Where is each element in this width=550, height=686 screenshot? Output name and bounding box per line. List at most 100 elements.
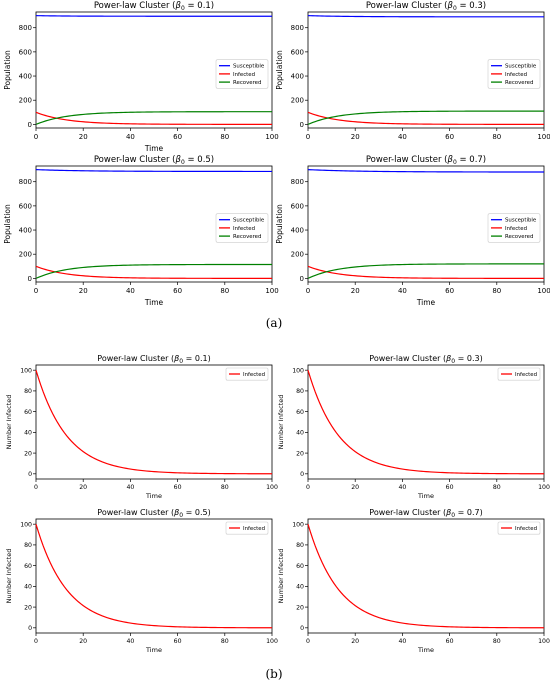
y-tick-label: 0 bbox=[300, 625, 304, 632]
x-tick-label: 40 bbox=[398, 484, 406, 491]
x-tick-label: 40 bbox=[126, 287, 135, 295]
y-tick-label: 400 bbox=[19, 72, 32, 80]
x-tick-label: 60 bbox=[174, 484, 182, 491]
chart-title: Power-law Cluster (β0 = 0.7) bbox=[366, 155, 486, 166]
y-tick-label: 80 bbox=[24, 542, 32, 549]
legend-box bbox=[215, 59, 269, 89]
x-tick-label: 60 bbox=[174, 638, 182, 645]
legend-label: Infected bbox=[243, 372, 265, 378]
y-tick-label: 800 bbox=[19, 178, 32, 186]
chart-title: Power-law Cluster (β0 = 0.1) bbox=[97, 354, 210, 365]
y-tick-label: 60 bbox=[24, 563, 32, 570]
x-axis-label: Time bbox=[145, 646, 162, 654]
legend-label: Susceptible bbox=[233, 218, 265, 224]
x-tick-label: 0 bbox=[306, 287, 310, 295]
x-tick-label: 40 bbox=[398, 287, 407, 295]
legend: Susceptible Infected Recovered bbox=[487, 59, 541, 89]
x-tick-label: 20 bbox=[351, 484, 359, 491]
legend-label: Susceptible bbox=[505, 218, 537, 224]
y-tick-label: 40 bbox=[296, 430, 304, 437]
chart-title: Power-law Cluster (β0 = 0.3) bbox=[369, 354, 482, 365]
x-tick-label: 100 bbox=[265, 133, 278, 141]
y-axis-label: Population bbox=[3, 204, 12, 244]
y-tick-label: 0 bbox=[28, 471, 32, 478]
x-tick-label: 80 bbox=[493, 484, 501, 491]
y-tick-label: 60 bbox=[296, 563, 304, 570]
x-tick-label: 60 bbox=[446, 638, 454, 645]
y-tick-label: 400 bbox=[291, 226, 304, 234]
chart-title: Power-law Cluster (β0 = 0.5) bbox=[94, 155, 214, 166]
x-tick-label: 20 bbox=[351, 638, 359, 645]
y-tick-label: 200 bbox=[291, 97, 304, 105]
legend-box bbox=[225, 367, 269, 381]
legend: Infected bbox=[497, 521, 541, 535]
x-tick-label: 0 bbox=[34, 484, 38, 491]
legend-label: Susceptible bbox=[505, 64, 537, 70]
legend-label: Infected bbox=[505, 72, 527, 78]
x-tick-label: 100 bbox=[266, 484, 278, 491]
y-tick-label: 400 bbox=[291, 72, 304, 80]
x-tick-label: 100 bbox=[266, 638, 278, 645]
y-tick-label: 60 bbox=[24, 409, 32, 416]
x-tick-label: 80 bbox=[221, 638, 229, 645]
y-tick-label: 600 bbox=[291, 202, 304, 210]
legend-box bbox=[487, 59, 541, 89]
x-tick-label: 100 bbox=[538, 484, 550, 491]
x-tick-label: 40 bbox=[126, 638, 134, 645]
x-tick-label: 40 bbox=[398, 133, 407, 141]
x-axis-label: Time bbox=[145, 492, 162, 500]
y-axis-label: Number Infected bbox=[5, 549, 13, 604]
y-tick-label: 200 bbox=[19, 251, 32, 259]
x-tick-label: 60 bbox=[445, 133, 454, 141]
x-tick-label: 0 bbox=[306, 133, 310, 141]
y-tick-label: 100 bbox=[20, 521, 32, 528]
legend-label: Infected bbox=[515, 526, 537, 532]
axes-frame bbox=[35, 165, 273, 283]
series-line-infected bbox=[307, 524, 544, 629]
series-line-susceptible bbox=[307, 15, 544, 18]
legend-label: Recovered bbox=[233, 234, 261, 240]
series-line-susceptible bbox=[307, 169, 544, 173]
legend-label: Infected bbox=[233, 72, 255, 78]
y-tick-label: 100 bbox=[292, 367, 304, 374]
legend-box bbox=[225, 521, 269, 535]
legend: Infected bbox=[225, 521, 269, 535]
x-tick-label: 100 bbox=[265, 287, 278, 295]
x-tick-label: 60 bbox=[446, 484, 454, 491]
y-tick-label: 600 bbox=[19, 202, 32, 210]
series-line-infected bbox=[307, 111, 544, 125]
axes-frame bbox=[35, 518, 273, 634]
x-tick-label: 20 bbox=[79, 484, 87, 491]
series-line-susceptible bbox=[35, 169, 273, 173]
legend-label: Susceptible bbox=[233, 64, 265, 70]
legend-label: Recovered bbox=[505, 234, 533, 240]
x-axis-label: Time bbox=[144, 298, 164, 307]
legend-label: Recovered bbox=[505, 80, 533, 86]
series-line-infected bbox=[35, 265, 272, 279]
y-tick-label: 60 bbox=[296, 409, 304, 416]
series-line-recovered bbox=[35, 263, 272, 279]
caption-a: (a) bbox=[266, 316, 283, 330]
y-tick-label: 40 bbox=[24, 430, 32, 437]
y-tick-label: 800 bbox=[19, 24, 32, 32]
x-tick-label: 100 bbox=[537, 133, 550, 141]
legend: Infected bbox=[497, 367, 541, 381]
y-tick-label: 0 bbox=[300, 121, 304, 129]
chart-panel-1: Power-law Cluster (β0 = 0.3) 0 20 40 60 80 100… bbox=[275, 1, 550, 141]
y-tick-label: 400 bbox=[19, 226, 32, 234]
x-tick-label: 0 bbox=[34, 638, 38, 645]
legend: Infected bbox=[225, 367, 269, 381]
x-tick-label: 40 bbox=[398, 638, 406, 645]
y-tick-label: 40 bbox=[24, 584, 32, 591]
x-tick-label: 100 bbox=[537, 287, 550, 295]
y-tick-label: 600 bbox=[19, 48, 32, 56]
chart-title: Power-law Cluster (β0 = 0.1) bbox=[94, 1, 214, 12]
series-line-recovered bbox=[307, 263, 544, 279]
x-tick-label: 20 bbox=[79, 133, 88, 141]
y-axis-label: Number Infected bbox=[5, 395, 13, 450]
chart-panel-5: Power-law Cluster (β0 = 0.3) 0 20 40 60 80 100… bbox=[277, 354, 550, 500]
axes-frame bbox=[307, 518, 545, 634]
series-line-infected bbox=[35, 111, 272, 125]
axes-frame bbox=[35, 364, 273, 480]
